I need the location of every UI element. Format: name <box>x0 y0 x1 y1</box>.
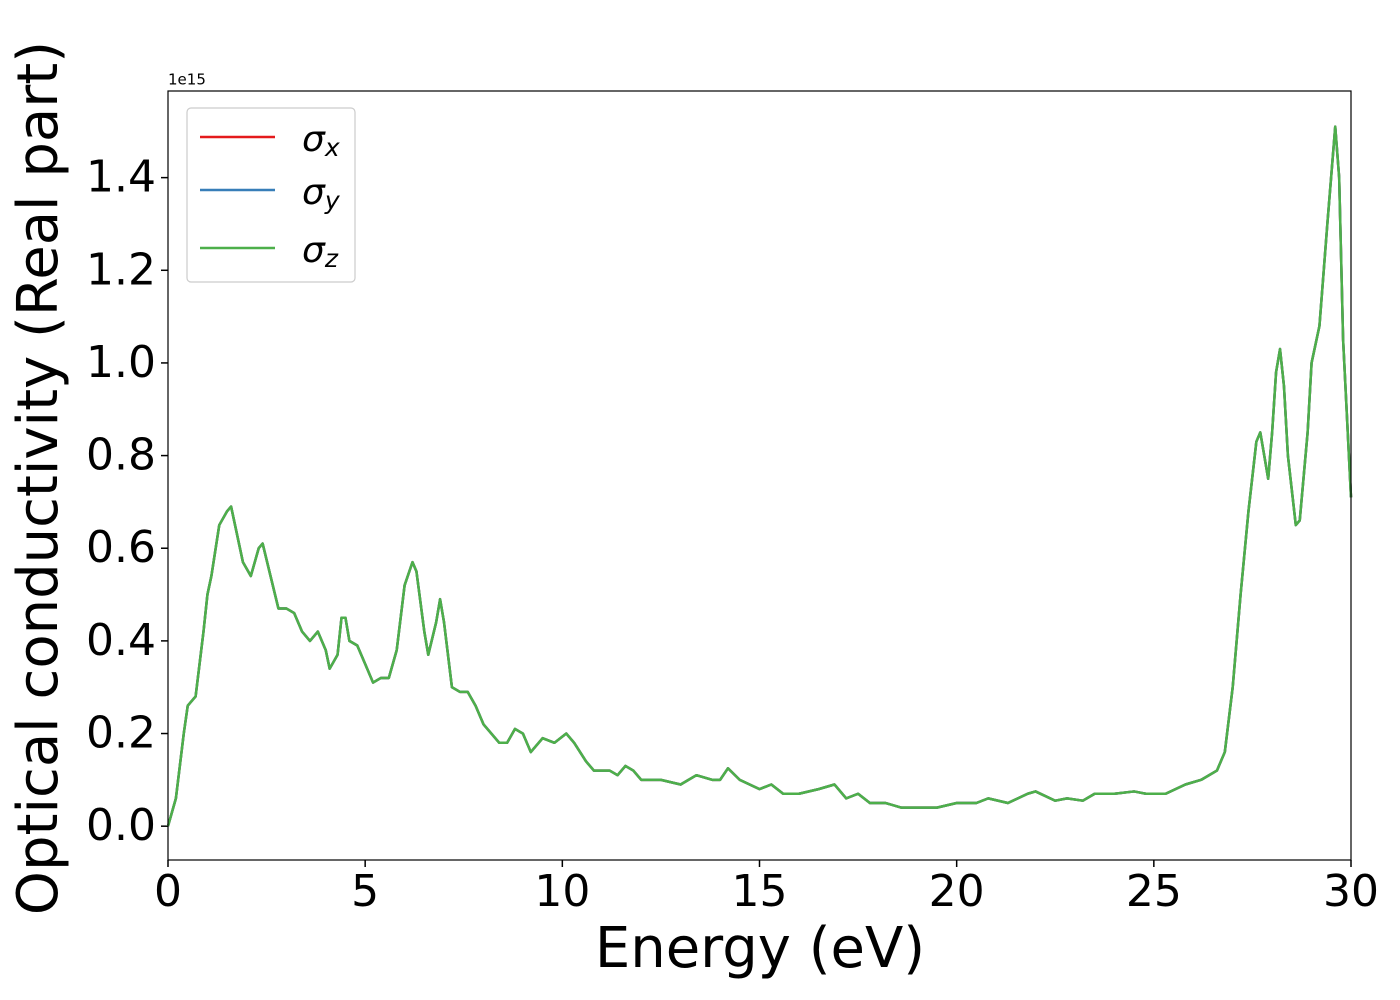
y-tick-label: 0.2 <box>86 708 156 759</box>
y-tick-label: 1.4 <box>86 152 156 203</box>
y-tick-label: 0.4 <box>86 615 156 666</box>
legend-label: σy <box>302 172 341 215</box>
x-tick-label: 20 <box>929 866 985 917</box>
legend-label: σz <box>302 230 339 273</box>
y-offset-label: 1e15 <box>168 71 206 89</box>
y-tick-label: 0.0 <box>86 800 156 851</box>
series-line <box>166 125 1353 827</box>
x-tick-label: 10 <box>534 866 590 917</box>
y-tick-label: 1.2 <box>86 244 156 295</box>
x-tick-label: 0 <box>154 866 182 917</box>
x-tick-label: 25 <box>1126 866 1182 917</box>
x-tick-label: 5 <box>351 866 379 917</box>
x-tick-label: 15 <box>732 866 788 917</box>
legend-box <box>186 107 356 283</box>
plot-frame <box>167 90 1352 861</box>
y-tick-label: 1.0 <box>86 337 156 388</box>
y-axis-label: Optical conductivity (Real part) <box>6 41 71 915</box>
y-tick-label: 0.8 <box>86 430 156 481</box>
x-axis-label: Energy (eV) <box>595 916 925 981</box>
y-tick-label: 0.6 <box>86 522 156 573</box>
x-tick-label: 30 <box>1323 866 1379 917</box>
legend-label: σx <box>302 119 340 162</box>
